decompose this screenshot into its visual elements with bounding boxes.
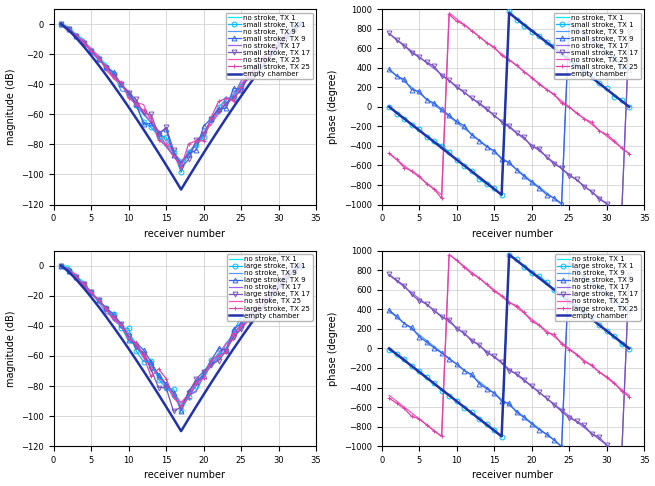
Legend: no stroke, TX 1, large stroke, TX 1, no stroke, TX 9, large stroke, TX 9, no str: no stroke, TX 1, large stroke, TX 1, no … [227,254,312,321]
Legend: no stroke, TX 1, large stroke, TX 1, no stroke, TX 9, large stroke, TX 9, no str: no stroke, TX 1, large stroke, TX 1, no … [555,254,641,321]
X-axis label: receiver number: receiver number [144,229,225,239]
Y-axis label: phase (degree): phase (degree) [328,311,339,385]
X-axis label: receiver number: receiver number [144,470,225,481]
Y-axis label: phase (degree): phase (degree) [328,69,339,144]
Y-axis label: magnitude (dB): magnitude (dB) [5,310,16,387]
Legend: no stroke, TX 1, small stroke, TX 1, no stroke, TX 9, small stroke, TX 9, no str: no stroke, TX 1, small stroke, TX 1, no … [226,13,312,79]
X-axis label: receiver number: receiver number [472,470,553,481]
Y-axis label: magnitude (dB): magnitude (dB) [5,69,16,145]
X-axis label: receiver number: receiver number [472,229,553,239]
Legend: no stroke, TX 1, small stroke, TX 1, no stroke, TX 9, small stroke, TX 9, no str: no stroke, TX 1, small stroke, TX 1, no … [554,13,641,79]
